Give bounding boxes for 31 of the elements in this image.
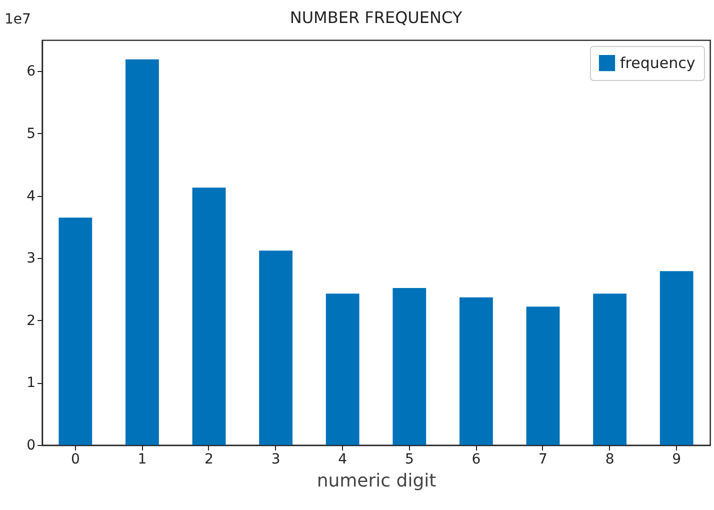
x-tick-label: 2 (204, 452, 214, 468)
x-tick-label: 9 (672, 452, 682, 468)
y-tick-label: 1 (26, 375, 36, 392)
bar (192, 188, 226, 445)
bar (326, 294, 360, 445)
x-tick-label: 8 (605, 452, 614, 468)
bar (392, 288, 426, 445)
x-axis-title: numeric digit (316, 470, 436, 492)
x-tick-label: 0 (70, 452, 80, 468)
bar (259, 250, 292, 445)
x-tick-label: 4 (338, 452, 348, 468)
y-tick-label: 5 (26, 126, 36, 142)
bar (460, 297, 493, 445)
chart-title: NUMBER FREQUENCY (290, 8, 462, 27)
text: 1e7 (4, 12, 31, 28)
y-tick-label: 6 (26, 64, 36, 80)
bar (58, 218, 92, 445)
bar (660, 271, 694, 445)
x-tick-label: 1 (138, 452, 147, 468)
bar (126, 59, 159, 445)
x-tick-label: 7 (538, 452, 548, 468)
legend-label: frequency (620, 54, 696, 72)
y-tick-label: 2 (26, 312, 36, 329)
bar (593, 294, 626, 445)
y-tick-label: 4 (26, 188, 36, 204)
y-tick-label: 0 (26, 438, 36, 454)
x-tick-label: 5 (404, 452, 414, 468)
y-tick-label: 3 (26, 250, 36, 267)
x-tick-label: 3 (271, 452, 280, 468)
bar (526, 306, 560, 445)
x-tick-label: 6 (472, 452, 481, 468)
